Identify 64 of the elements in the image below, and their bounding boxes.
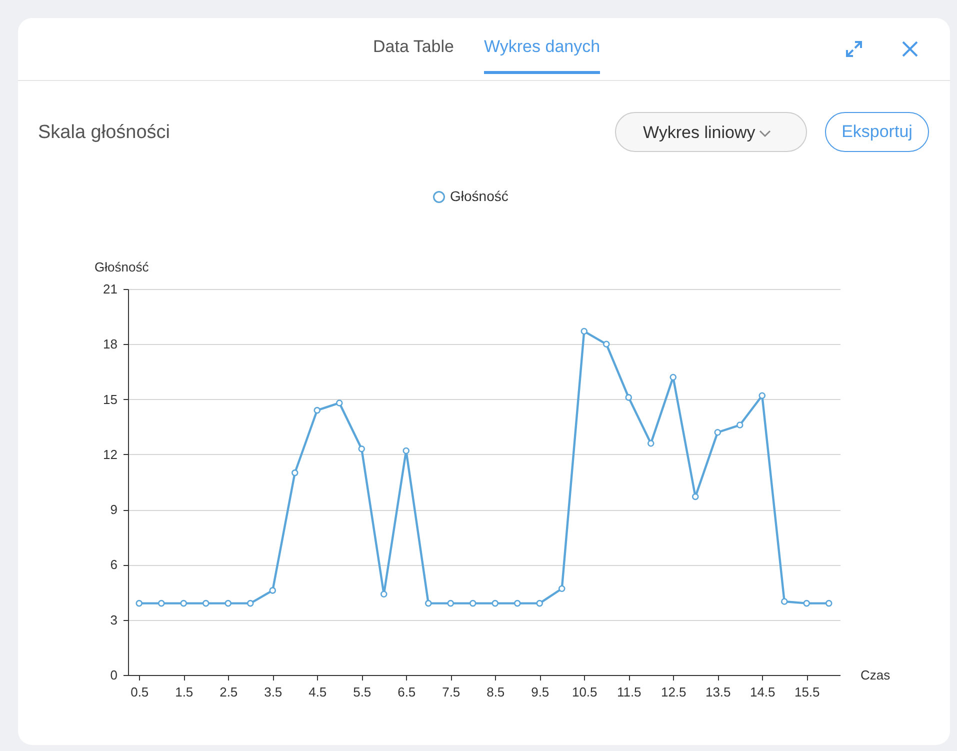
point: [447, 600, 454, 607]
y-tick-label: 21: [103, 282, 118, 296]
point: [358, 446, 366, 452]
y-tick-label: 6: [110, 557, 118, 572]
y-tick-label: 15: [103, 392, 118, 407]
x-tick-label: 4.5: [308, 684, 327, 700]
y-axis-title: Głośność: [94, 260, 150, 274]
y-tick-label: 18: [103, 336, 118, 352]
point: [670, 374, 677, 381]
text: Data Table: [373, 37, 454, 57]
point: [246, 600, 254, 607]
x-tick-label: 6.5: [398, 684, 416, 700]
point: [758, 392, 766, 399]
point: [158, 600, 165, 607]
point: [714, 428, 722, 436]
point: [803, 600, 810, 607]
point: [224, 600, 232, 607]
y-tick-label: 3: [110, 612, 118, 628]
x-tick-label: 13.5: [705, 684, 731, 700]
point: [314, 406, 321, 414]
x-tick-label: 12.5: [660, 684, 686, 700]
x-tick-label: 5.5: [353, 684, 372, 700]
point: [402, 447, 410, 454]
x-tick-label: 2.5: [220, 684, 238, 700]
x-tick-label: 7.5: [442, 684, 460, 700]
x-tick-label: 8.5: [486, 684, 505, 700]
point: [825, 600, 832, 607]
x-tick-label: 0.5: [130, 684, 149, 700]
y-tick-label: 9: [110, 502, 118, 518]
point: [380, 590, 388, 598]
x-axis-title: Czas: [860, 668, 891, 682]
point: [736, 422, 744, 428]
point: [514, 600, 521, 607]
point: [291, 469, 298, 476]
x-tick-label: 15.5: [794, 684, 820, 700]
point: [336, 400, 343, 406]
legend-label: Głośność: [450, 188, 508, 204]
x-tick-label: 1.5: [175, 684, 194, 700]
chart-title: Skala głośności: [38, 122, 170, 144]
text: Wykres danych: [484, 37, 600, 74]
point: [469, 600, 476, 607]
point: [269, 587, 276, 594]
point: [558, 585, 566, 592]
point: [580, 328, 588, 335]
point: [780, 598, 788, 605]
point: [202, 600, 210, 607]
point: [136, 600, 143, 607]
point: [692, 493, 699, 500]
point: [647, 440, 654, 447]
x-tick-label: 9.5: [531, 684, 550, 700]
point: [424, 600, 432, 607]
x-tick-label: 10.5: [572, 684, 598, 700]
x-tick-label: 3.5: [264, 684, 282, 700]
x-tick-label: 14.5: [750, 684, 776, 700]
text: Eksportuj: [825, 112, 929, 152]
y-tick-label: 0: [110, 668, 118, 682]
text: Wykres liniowy: [615, 112, 807, 152]
x-tick-label: 11.5: [616, 684, 642, 700]
y-tick-label: 12: [103, 446, 118, 462]
point: [536, 600, 544, 607]
point: [602, 340, 610, 348]
point: [625, 394, 632, 401]
point: [492, 600, 499, 607]
point: [180, 600, 188, 607]
